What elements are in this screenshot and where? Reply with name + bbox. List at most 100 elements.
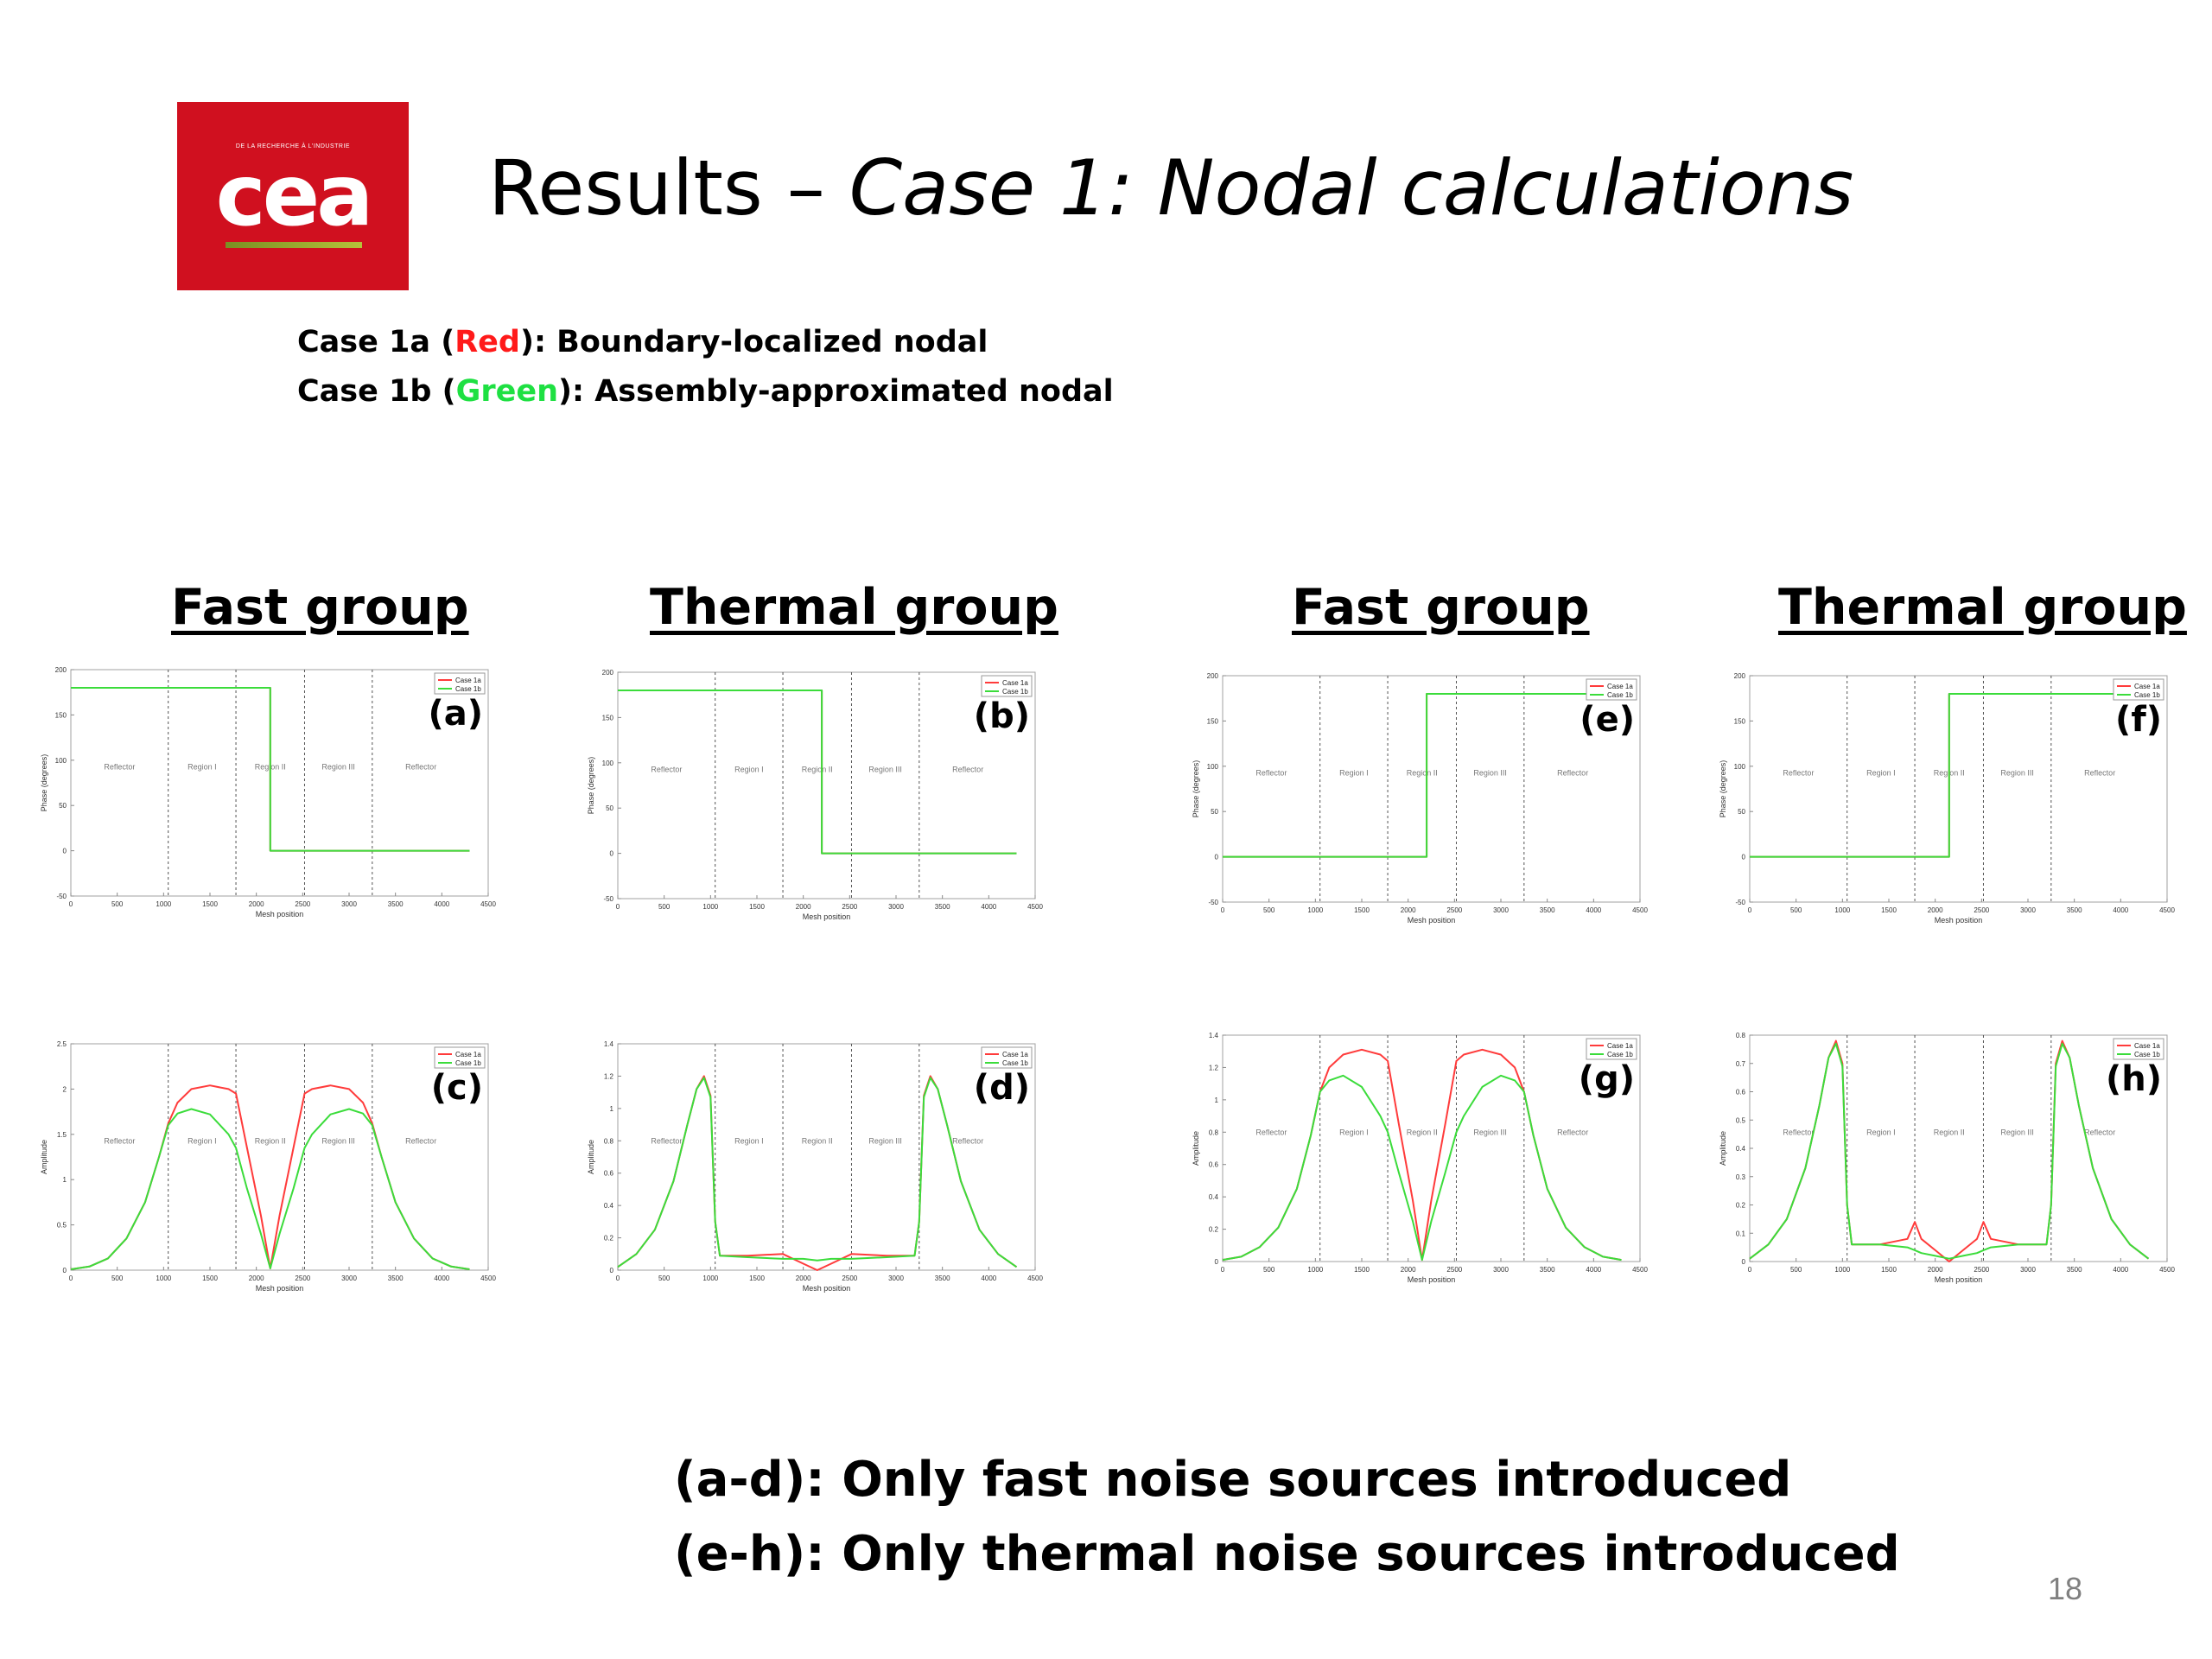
- x-tick-label: 500: [111, 900, 124, 908]
- x-tick-label: 500: [1263, 906, 1275, 914]
- region-label: Region II: [1407, 768, 1438, 777]
- region-label: Region III: [1473, 768, 1507, 777]
- region-label: Region I: [1866, 1128, 1896, 1136]
- x-tick-label: 2000: [1401, 1266, 1416, 1274]
- y-tick-label: 200: [602, 669, 614, 677]
- series-line-case-1b: [1222, 1074, 1622, 1262]
- panel-label: (g): [1579, 1059, 1635, 1099]
- plot-frame: [1749, 1034, 2168, 1262]
- region-label: Reflector: [1255, 768, 1287, 777]
- x-tick-label: 1500: [1354, 906, 1370, 914]
- x-tick-label: 3500: [2067, 906, 2082, 914]
- x-tick-label: 2000: [249, 1274, 264, 1282]
- x-tick-label: 0: [69, 900, 73, 908]
- panel-label: (d): [974, 1068, 1030, 1108]
- series-line-case-1b: [1750, 693, 2149, 858]
- x-tick-label: 0: [1221, 1266, 1225, 1274]
- x-tick-label: 2000: [249, 900, 264, 908]
- x-axis-label: Mesh position: [1408, 916, 1456, 925]
- x-tick-label: 0: [616, 1274, 620, 1282]
- x-tick-label: 500: [111, 1274, 124, 1282]
- x-tick-label: 1000: [156, 900, 171, 908]
- y-tick-label: 100: [1207, 763, 1219, 771]
- region-label: Reflector: [952, 765, 983, 773]
- title-italic: Case 1: Nodal calculations: [849, 143, 1854, 232]
- chart-svg-d: Reflector Region I Region II Region III Refl…: [587, 1040, 1043, 1293]
- y-tick-label: 50: [1211, 808, 1218, 816]
- x-tick-label: 4000: [434, 1274, 449, 1282]
- legend-label: Case 1b: [1002, 688, 1028, 696]
- case-1b-prefix: Case 1b (: [297, 374, 456, 409]
- chart-f: Reflector Region I Region II Region III Refl…: [1713, 667, 2180, 926]
- x-tick-label: 4500: [480, 900, 496, 908]
- series-line-case-1b: [617, 1077, 1018, 1268]
- x-tick-label: 3000: [1493, 906, 1509, 914]
- panel-label: (b): [974, 696, 1030, 736]
- x-tick-label: 1000: [1307, 1266, 1323, 1274]
- footer-line-eh: (e-h): Only thermal noise sources introd…: [674, 1526, 1900, 1582]
- y-axis-label: Amplitude: [40, 1140, 48, 1174]
- x-axis-label: Mesh position: [1935, 1275, 1983, 1284]
- plot-frame: [617, 1043, 1036, 1271]
- y-tick-label: 200: [55, 666, 67, 674]
- x-tick-label: 500: [1263, 1266, 1275, 1274]
- legend-label: Case 1b: [2134, 691, 2160, 699]
- x-axis-label: Mesh position: [256, 910, 304, 918]
- x-tick-label: 4500: [1632, 1266, 1648, 1274]
- x-tick-label: 0: [616, 903, 620, 911]
- chart-e: Reflector Region I Region II Region III Refl…: [1186, 667, 1653, 926]
- x-tick-label: 500: [658, 903, 671, 911]
- region-label: Reflector: [104, 1136, 135, 1145]
- legend-box: [1586, 1038, 1637, 1060]
- y-axis-label: Phase (degrees): [587, 757, 595, 815]
- y-tick-label: 1.4: [1209, 1032, 1219, 1039]
- y-tick-label: 200: [1734, 672, 1746, 680]
- y-axis-label: Amplitude: [1719, 1131, 1727, 1166]
- y-tick-label: 2.5: [57, 1040, 67, 1048]
- plot-frame: [1749, 675, 2168, 903]
- x-tick-label: 2000: [1928, 906, 1943, 914]
- legend-label: Case 1a: [1607, 1042, 1633, 1050]
- x-tick-label: 3000: [2020, 1266, 2036, 1274]
- region-label: Reflector: [1557, 768, 1588, 777]
- y-tick-label: 0.2: [1736, 1202, 1746, 1210]
- y-tick-label: 0: [1742, 854, 1746, 861]
- y-tick-label: 100: [55, 757, 67, 765]
- x-tick-label: 2500: [295, 900, 310, 908]
- y-axis-label: Amplitude: [1192, 1131, 1200, 1166]
- x-tick-label: 4500: [1027, 903, 1043, 911]
- y-tick-label: 0: [63, 848, 67, 855]
- x-tick-label: 3000: [1493, 1266, 1509, 1274]
- region-label: Region III: [868, 765, 902, 773]
- region-label: Region III: [321, 1136, 355, 1145]
- region-label: Reflector: [405, 1136, 436, 1145]
- y-tick-label: 50: [1738, 808, 1745, 816]
- x-tick-label: 4000: [981, 1274, 996, 1282]
- y-tick-label: 2: [63, 1085, 67, 1093]
- panel-label: (f): [2115, 700, 2162, 740]
- legend-label: Case 1a: [1002, 679, 1028, 687]
- y-tick-label: 150: [1207, 717, 1219, 725]
- panel-label: (e): [1580, 700, 1635, 740]
- x-tick-label: 3500: [935, 903, 950, 911]
- x-tick-label: 3000: [888, 903, 904, 911]
- y-tick-label: 100: [602, 760, 614, 767]
- y-tick-label: 0.1: [1736, 1230, 1746, 1237]
- plot-frame: [1222, 1034, 1641, 1262]
- y-tick-label: 200: [1207, 672, 1219, 680]
- footer-line-ad: (a-d): Only fast noise sources introduce…: [674, 1452, 1792, 1508]
- chart-d: Reflector Region I Region II Region III Refl…: [582, 1035, 1048, 1294]
- y-axis-label: Phase (degrees): [40, 754, 48, 812]
- y-tick-label: 50: [59, 802, 67, 810]
- x-tick-label: 4500: [1632, 906, 1648, 914]
- y-tick-label: 1: [1215, 1096, 1219, 1104]
- plot-frame: [617, 671, 1036, 899]
- x-tick-label: 3000: [341, 1274, 357, 1282]
- region-label: Region I: [1339, 768, 1369, 777]
- x-tick-label: 0: [69, 1274, 73, 1282]
- case-1b-color-word: Green: [455, 374, 559, 409]
- group-header-fast-1: Fast group: [171, 579, 469, 636]
- legend-box: [1586, 678, 1637, 701]
- x-axis-label: Mesh position: [1408, 1275, 1456, 1284]
- x-tick-label: 3500: [935, 1274, 950, 1282]
